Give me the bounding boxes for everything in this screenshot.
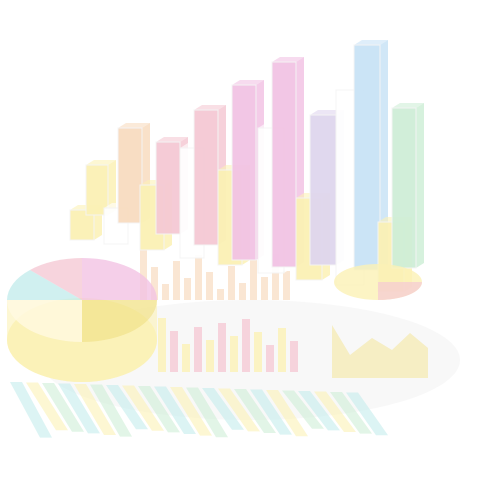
rear-stripe-bar xyxy=(239,283,246,300)
floor-stripe xyxy=(58,383,100,434)
mini-bar xyxy=(266,345,274,372)
bar-front-face xyxy=(85,164,109,216)
pie-slice-cream xyxy=(7,300,82,342)
rear-stripe-bar xyxy=(195,255,202,300)
rear-stripe-bar xyxy=(283,271,290,300)
mini-bar xyxy=(254,332,262,372)
floor-stripe xyxy=(218,388,260,432)
bar-side-face xyxy=(416,103,424,268)
mini-bar xyxy=(242,319,250,372)
rear-stripe-bar xyxy=(206,272,213,300)
floor-stripe xyxy=(138,386,180,433)
rear-stripe-bar xyxy=(162,284,169,300)
rear-stripe-bar xyxy=(173,261,180,300)
mini-bar xyxy=(170,331,178,372)
mini-bar xyxy=(278,328,286,372)
floor-stripe xyxy=(314,391,356,432)
mini-bar xyxy=(290,341,298,372)
floor-stripe xyxy=(154,386,196,434)
bar-front-face xyxy=(155,141,181,235)
rear-stripe-bar xyxy=(140,250,147,300)
pie-slice-magenta xyxy=(82,258,157,300)
floor-stripe xyxy=(298,391,340,431)
area-chart xyxy=(332,325,428,378)
rear-stripe-bar xyxy=(151,267,158,300)
bar-side-face xyxy=(380,40,388,270)
mini-bar xyxy=(230,336,238,372)
pie-side-wall xyxy=(7,300,157,382)
rear-stripe-bar xyxy=(184,278,191,300)
bar-front-face xyxy=(193,109,219,246)
floor-stripe xyxy=(266,390,308,437)
floor-stripe xyxy=(26,382,68,431)
bar-front-face xyxy=(117,127,143,224)
floor-stripe xyxy=(186,387,228,438)
bar-front-face xyxy=(271,61,297,268)
mini-bar xyxy=(218,323,226,372)
small-pie-slice xyxy=(378,282,422,300)
mini-bar xyxy=(206,340,214,372)
floor-stripe xyxy=(106,385,148,430)
floor-stripe xyxy=(250,389,292,435)
bar-top-face xyxy=(86,160,116,165)
floor-stripe xyxy=(42,383,84,432)
floor-stripe xyxy=(202,388,244,430)
floor-stripe xyxy=(74,384,116,435)
rear-stripe-bar xyxy=(272,254,279,300)
bar-top-face xyxy=(354,40,388,45)
bar-top-face xyxy=(118,123,150,128)
bar-top-face xyxy=(156,137,188,142)
pie-slice-yellow xyxy=(82,300,157,342)
floor-stripe xyxy=(234,389,276,433)
mini-bar xyxy=(194,327,202,372)
floor-stripe xyxy=(330,392,372,434)
pie-slice-pink xyxy=(30,258,82,300)
bar-top-face xyxy=(232,80,264,85)
floor-stripe xyxy=(90,384,132,437)
rear-stripe-bar xyxy=(217,289,224,300)
bar-front-face xyxy=(309,114,337,266)
rear-stripe-bar xyxy=(250,260,257,300)
bar-front-face xyxy=(231,84,257,261)
mini-bar xyxy=(158,318,166,372)
bar-top-face xyxy=(194,105,226,110)
rear-stripe-bar xyxy=(261,277,268,300)
floor-stripe xyxy=(282,390,324,429)
floor-stripe xyxy=(170,387,212,436)
bar-side-face xyxy=(108,160,116,215)
bar-front-face xyxy=(103,207,129,245)
pie-slice-teal xyxy=(7,270,82,300)
bar-top-face xyxy=(392,103,424,108)
bar-front-face xyxy=(353,44,381,271)
floor-stripe xyxy=(346,392,388,436)
bar-top-face xyxy=(272,57,304,62)
bar-front-face xyxy=(391,107,417,269)
mini-bar xyxy=(182,344,190,372)
floor-stripe xyxy=(122,385,164,431)
floor-stripe xyxy=(10,382,52,438)
rear-stripe-bar xyxy=(228,266,235,300)
